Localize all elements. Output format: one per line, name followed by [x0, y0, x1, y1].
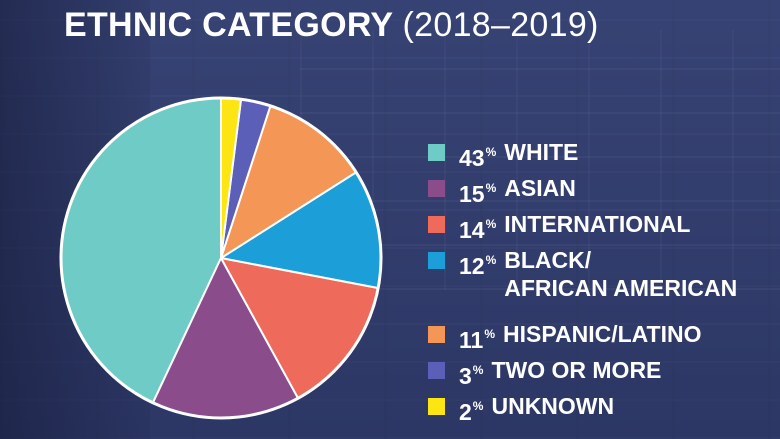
- legend-label-line: TWO OR MORE: [491, 357, 662, 383]
- legend-label-line: INTERNATIONAL: [504, 211, 691, 237]
- legend-percent: 43%: [459, 145, 497, 171]
- legend-swatch: [428, 398, 445, 415]
- chart-title: ETHNIC CATEGORY (2018–2019): [64, 6, 599, 45]
- legend-label: UNKNOWN: [491, 392, 614, 420]
- legend-item-black: 12% BLACK/AFRICAN AMERICAN: [428, 246, 737, 320]
- chart-title-years: (2018–2019): [402, 6, 599, 44]
- legend-percent: 3%: [459, 363, 484, 389]
- legend-label-line: BLACK/: [504, 247, 592, 273]
- legend-label-line: ASIAN: [504, 175, 576, 201]
- legend-percent: 11%: [459, 327, 495, 353]
- legend-percent: 14%: [459, 217, 497, 243]
- legend-item-two-or-more: 3% TWO OR MORE: [428, 356, 737, 392]
- legend-percent-sign: %: [484, 327, 495, 341]
- legend-label-line: HISPANIC/LATINO: [503, 321, 702, 347]
- legend-percent: 15%: [459, 181, 497, 207]
- legend-percent: 2%: [459, 399, 484, 425]
- legend-label: ASIAN: [504, 174, 576, 202]
- legend-label: HISPANIC/LATINO: [503, 320, 701, 348]
- chart-legend: 43% WHITE 15% ASIAN 14% INTERNATIONAL 12% BLACK…: [428, 138, 737, 428]
- legend-item-hispanic-latino: 11% HISPANIC/LATINO: [428, 320, 737, 356]
- legend-percent-sign: %: [472, 363, 484, 377]
- legend-swatch: [428, 362, 445, 379]
- legend-item-international: 14% INTERNATIONAL: [428, 210, 737, 246]
- legend-percent: 12%: [459, 253, 497, 279]
- legend-percent-sign: %: [472, 399, 484, 413]
- legend-item-white: 43% WHITE: [428, 138, 737, 174]
- chart-title-main: ETHNIC CATEGORY: [64, 6, 393, 44]
- legend-label-line: AFRICAN AMERICAN: [504, 275, 738, 301]
- legend-swatch: [428, 180, 445, 197]
- legend-label: BLACK/AFRICAN AMERICAN: [504, 246, 737, 302]
- legend-swatch: [428, 252, 445, 269]
- legend-percent-sign: %: [485, 181, 497, 195]
- legend-swatch: [428, 216, 445, 233]
- pie-outline: [59, 96, 383, 420]
- legend-percent-sign: %: [485, 217, 497, 231]
- legend-item-unknown: 2% UNKNOWN: [428, 392, 737, 428]
- legend-swatch: [428, 326, 445, 343]
- legend-percent-sign: %: [485, 145, 497, 159]
- legend-label: WHITE: [504, 138, 578, 166]
- legend-label: INTERNATIONAL: [504, 210, 690, 238]
- legend-swatch: [428, 144, 445, 161]
- legend-label: TWO OR MORE: [491, 356, 661, 384]
- legend-label-line: UNKNOWN: [491, 393, 615, 419]
- legend-label-line: WHITE: [504, 139, 579, 165]
- legend-item-asian: 15% ASIAN: [428, 174, 737, 210]
- legend-percent-sign: %: [485, 253, 497, 267]
